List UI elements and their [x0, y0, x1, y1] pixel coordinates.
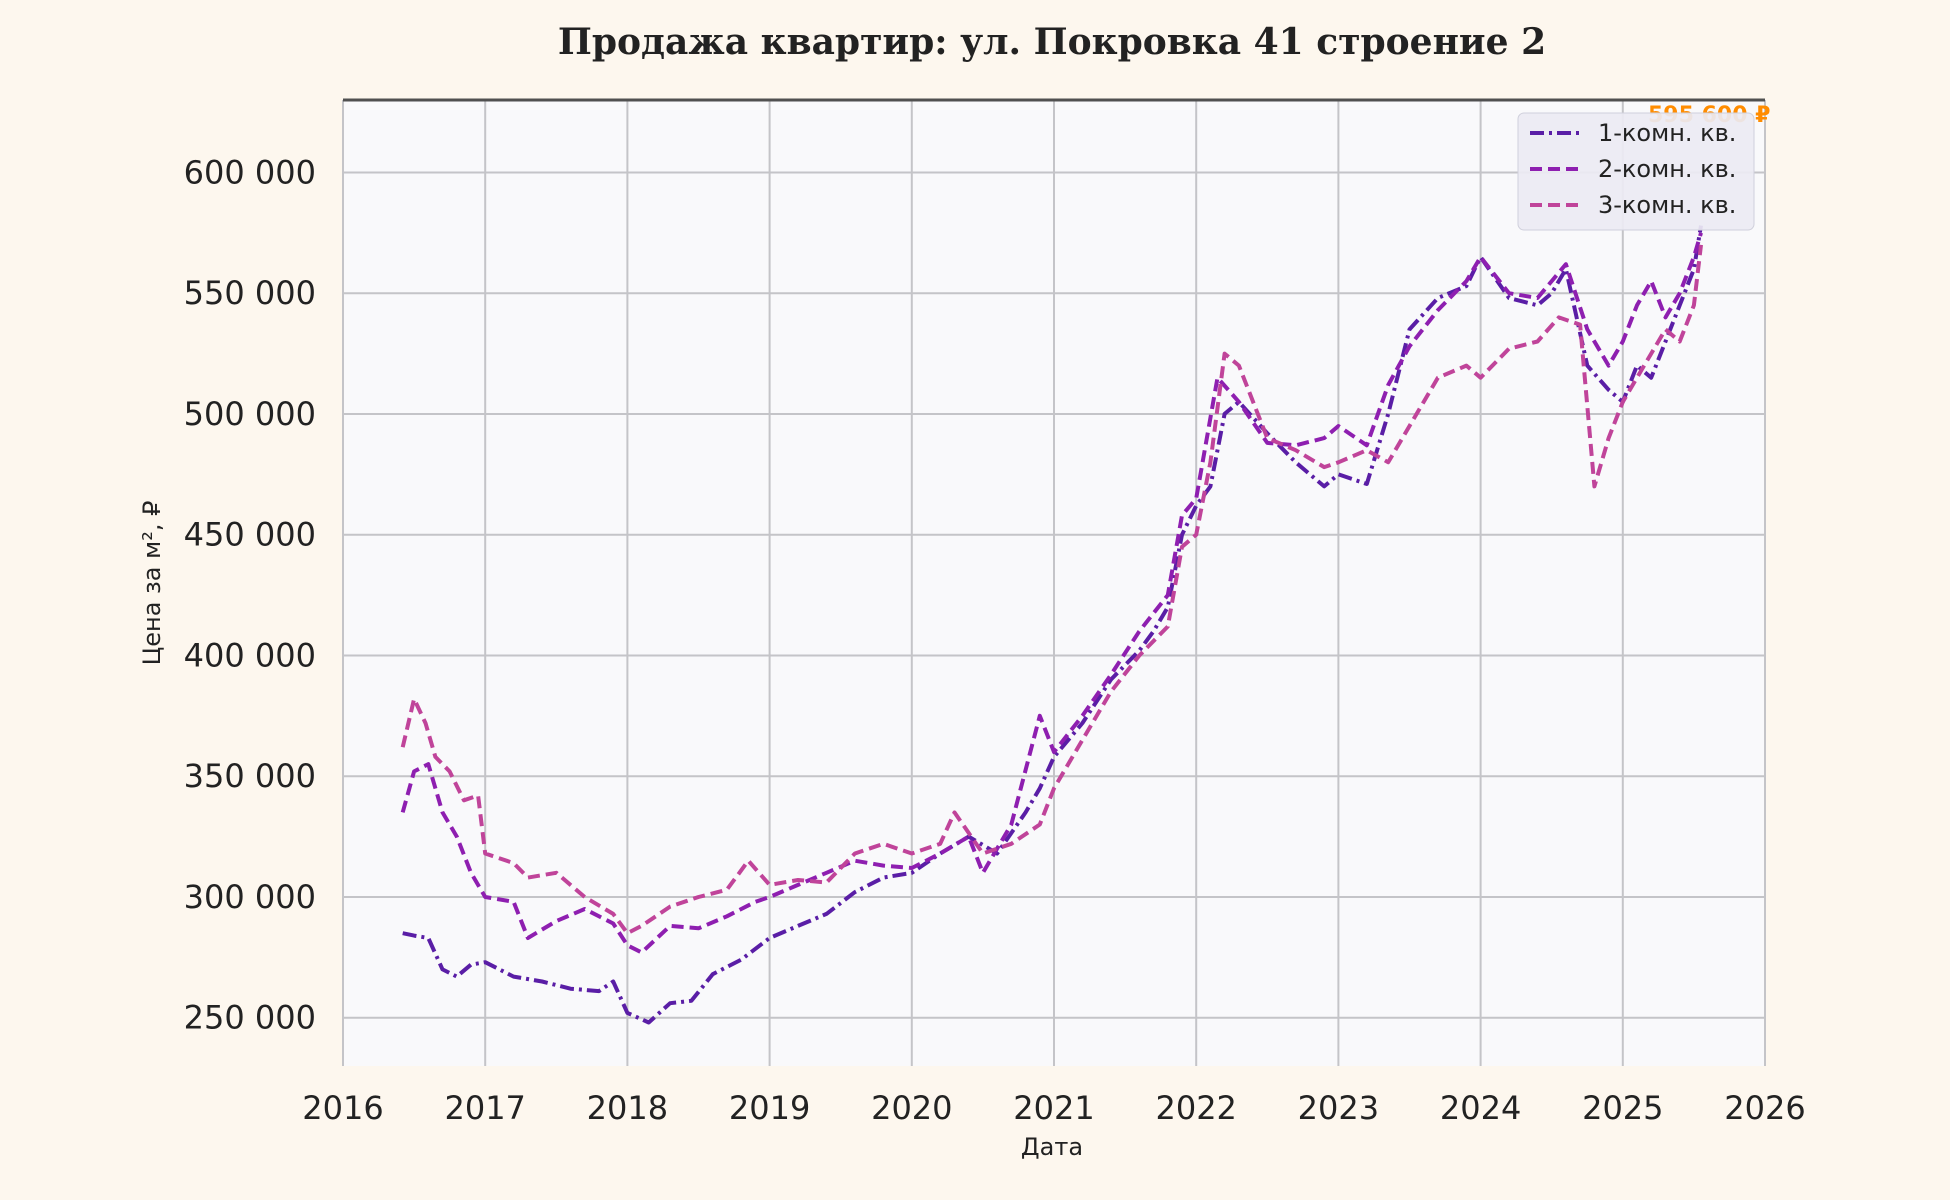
x-tick-label: 2024: [1440, 1089, 1521, 1127]
x-tick-label: 2019: [729, 1089, 810, 1127]
x-axis-label: Дата: [1021, 1133, 1083, 1161]
y-tick-label: 450 000: [184, 516, 316, 554]
x-tick-label: 2026: [1724, 1089, 1805, 1127]
legend-label: 2-комн. кв.: [1598, 155, 1736, 183]
y-tick-label: 400 000: [184, 636, 316, 674]
y-tick-label: 350 000: [184, 757, 316, 795]
x-tick-label: 2018: [587, 1089, 668, 1127]
series-line-1: [402, 225, 1703, 1025]
y-tick-label: 600 000: [184, 153, 316, 191]
y-tick-label: 300 000: [184, 878, 316, 916]
x-tick-label: 2020: [871, 1089, 952, 1127]
series-line-2: [400, 232, 1703, 955]
x-tick-label: 2023: [1298, 1089, 1379, 1127]
y-tick-label: 500 000: [184, 395, 316, 433]
legend: 1-комн. кв. 2-комн. кв. 3-комн. кв.: [1517, 112, 1755, 231]
y-axis-label: Цена за м², ₽: [138, 501, 166, 666]
x-tick-labels: 2016 2017 2018 2019 2020 2021 2022 2023 2024 2025…: [302, 1089, 1805, 1127]
legend-box: [1517, 112, 1755, 231]
x-tick-label: 2021: [1013, 1089, 1094, 1127]
x-tick-label: 2017: [444, 1089, 525, 1127]
y-tick-label: 250 000: [184, 999, 316, 1037]
x-tick-label: 2022: [1155, 1089, 1236, 1127]
series-lines: [400, 225, 1703, 1025]
x-tick-label: 2025: [1582, 1089, 1663, 1127]
y-tick-label: 550 000: [184, 274, 316, 312]
x-tick-label: 2016: [302, 1089, 383, 1127]
series-line-3: [400, 244, 1703, 936]
chart-title: Продажа квартир: ул. Покровка 41 строени…: [558, 21, 1546, 63]
legend-label: 1-комн. кв.: [1598, 119, 1736, 147]
legend-label: 3-комн. кв.: [1598, 191, 1736, 219]
y-tick-labels: 250 000 300 000 350 000 400 000 450 000 500 0…: [184, 153, 316, 1036]
